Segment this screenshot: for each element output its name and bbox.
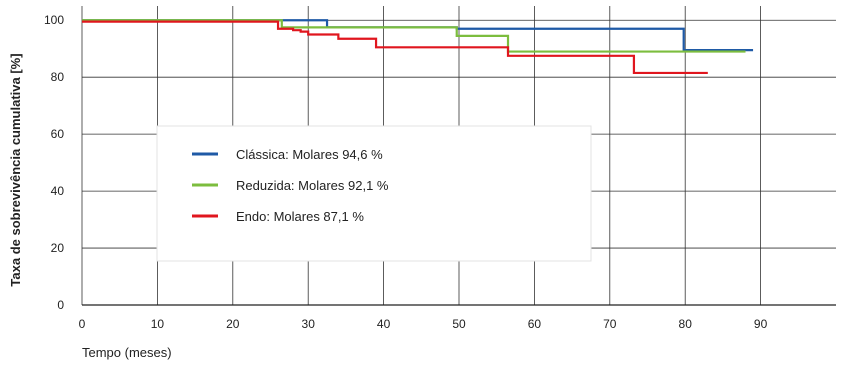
series-lines bbox=[82, 19, 754, 75]
x-tick-label-0: 0 bbox=[79, 317, 86, 331]
x-tick-label-5: 50 bbox=[452, 317, 466, 331]
y-tick-label-0: 0 bbox=[57, 298, 64, 312]
legend-label-1: Reduzida: Molares 92,1 % bbox=[236, 178, 389, 193]
y-tick-label-1: 20 bbox=[51, 241, 65, 255]
x-tick-label-4: 40 bbox=[377, 317, 391, 331]
x-axis-title: Tempo (meses) bbox=[82, 345, 172, 360]
series-line-1 bbox=[82, 19, 746, 53]
y-tick-label-3: 60 bbox=[51, 127, 65, 141]
x-tick-label-1: 10 bbox=[151, 317, 165, 331]
y-tick-label-2: 40 bbox=[51, 184, 65, 198]
x-tick-labels: 0 10 20 30 40 50 60 70 80 90 bbox=[79, 317, 768, 331]
y-tick-label-5: 100 bbox=[44, 13, 64, 27]
y-axis-title: Taxa de sobrevivência cumulativa [%] bbox=[8, 53, 23, 286]
series-line-2 bbox=[82, 20, 708, 75]
legend-label-0: Clássica: Molares 94,6 % bbox=[236, 147, 383, 162]
y-tick-labels: 0 20 40 60 80 100 bbox=[44, 13, 64, 312]
legend-label-2: Endo: Molares 87,1 % bbox=[236, 209, 364, 224]
x-tick-label-9: 90 bbox=[754, 317, 768, 331]
legend: Clássica: Molares 94,6 % Reduzida: Molare… bbox=[156, 125, 592, 262]
legend-box bbox=[156, 125, 592, 262]
x-tick-label-6: 60 bbox=[528, 317, 542, 331]
x-tick-label-3: 30 bbox=[302, 317, 316, 331]
x-tick-label-2: 20 bbox=[226, 317, 240, 331]
y-tick-label-4: 80 bbox=[51, 70, 65, 84]
x-tick-label-8: 80 bbox=[679, 317, 693, 331]
series-line-0 bbox=[82, 19, 754, 52]
x-tick-label-7: 70 bbox=[603, 317, 617, 331]
